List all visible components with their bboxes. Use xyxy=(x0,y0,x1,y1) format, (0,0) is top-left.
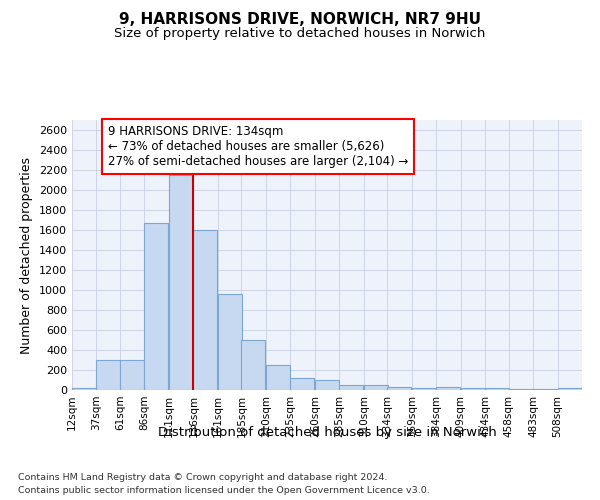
Bar xyxy=(241,340,265,390)
Bar xyxy=(315,380,339,390)
Text: 9 HARRISONS DRIVE: 134sqm
← 73% of detached houses are smaller (5,626)
27% of se: 9 HARRISONS DRIVE: 134sqm ← 73% of detac… xyxy=(108,126,408,168)
Text: Distribution of detached houses by size in Norwich: Distribution of detached houses by size … xyxy=(158,426,496,439)
Bar xyxy=(266,365,290,390)
Bar xyxy=(412,388,436,390)
Bar xyxy=(193,230,217,390)
Bar xyxy=(533,389,557,390)
Bar xyxy=(364,385,388,390)
Bar xyxy=(461,388,485,390)
Bar xyxy=(290,378,314,390)
Bar xyxy=(557,388,581,390)
Bar xyxy=(97,360,121,390)
Text: Contains public sector information licensed under the Open Government Licence v3: Contains public sector information licen… xyxy=(18,486,430,495)
Y-axis label: Number of detached properties: Number of detached properties xyxy=(20,156,34,354)
Bar xyxy=(218,294,242,390)
Bar xyxy=(509,389,533,390)
Text: 9, HARRISONS DRIVE, NORWICH, NR7 9HU: 9, HARRISONS DRIVE, NORWICH, NR7 9HU xyxy=(119,12,481,28)
Bar xyxy=(120,360,144,390)
Text: Contains HM Land Registry data © Crown copyright and database right 2024.: Contains HM Land Registry data © Crown c… xyxy=(18,472,388,482)
Bar xyxy=(145,223,169,390)
Bar xyxy=(339,385,363,390)
Bar xyxy=(387,386,411,390)
Bar xyxy=(436,387,460,390)
Text: Size of property relative to detached houses in Norwich: Size of property relative to detached ho… xyxy=(115,28,485,40)
Bar xyxy=(485,388,509,390)
Bar xyxy=(72,388,96,390)
Bar xyxy=(169,175,193,390)
